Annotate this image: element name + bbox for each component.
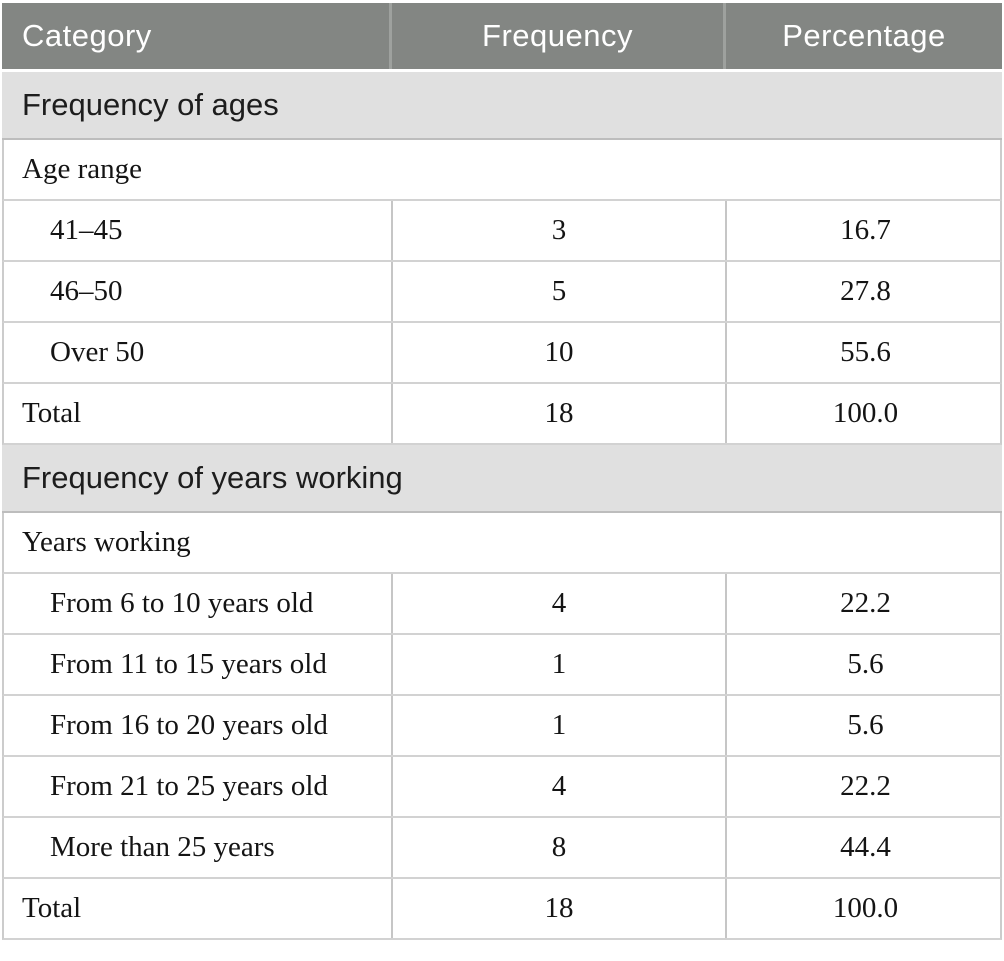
table-row-46-50: 46–50 5 27.8 — [2, 262, 1002, 323]
frequency-value: 1 — [391, 696, 725, 755]
table-row-6-to-10: From 6 to 10 years old 4 22.2 — [2, 574, 1002, 635]
total-label: Total — [22, 892, 82, 924]
table-row-over-50: Over 50 10 55.6 — [2, 323, 1002, 384]
percentage-value: 44.4 — [725, 818, 1004, 877]
frequency-value: 4 — [391, 757, 725, 816]
section-header-frequency-of-years-working: Frequency of years working — [2, 445, 1002, 513]
table-row-41-45: 41–45 3 16.7 — [2, 201, 1002, 262]
percentage-value: 5.6 — [725, 696, 1004, 755]
row-label: From 16 to 20 years old — [50, 709, 328, 741]
column-header-category: Category — [22, 18, 152, 53]
group-label: Age range — [22, 153, 142, 185]
frequency-value: 4 — [391, 574, 725, 633]
row-label: From 6 to 10 years old — [50, 587, 314, 619]
percentage-value: 5.6 — [725, 635, 1004, 694]
total-percentage-value: 100.0 — [725, 879, 1004, 938]
total-percentage-value: 100.0 — [725, 384, 1004, 443]
total-frequency-value: 18 — [391, 384, 725, 443]
frequency-table: Category Frequency Percentage Frequency … — [2, 3, 1002, 940]
table-header-row: Category Frequency Percentage — [2, 3, 1002, 69]
frequency-value: 10 — [391, 323, 725, 382]
frequency-value: 3 — [391, 201, 725, 260]
row-label: 46–50 — [50, 275, 123, 307]
frequency-value: 5 — [391, 262, 725, 321]
percentage-value: 16.7 — [725, 201, 1004, 260]
row-label: 41–45 — [50, 214, 123, 246]
percentage-value: 27.8 — [725, 262, 1004, 321]
row-label: From 11 to 15 years old — [50, 648, 327, 680]
group-label-row-age-range: Age range — [2, 140, 1002, 201]
table-row-16-to-20: From 16 to 20 years old 1 5.6 — [2, 696, 1002, 757]
total-row-years-working: Total 18 100.0 — [2, 879, 1002, 940]
percentage-value: 22.2 — [725, 757, 1004, 816]
total-label: Total — [22, 397, 82, 429]
frequency-value: 1 — [391, 635, 725, 694]
group-label: Years working — [22, 526, 191, 558]
section-header-frequency-of-ages: Frequency of ages — [2, 72, 1002, 140]
row-label: Over 50 — [50, 336, 145, 368]
frequency-value: 8 — [391, 818, 725, 877]
total-row-ages: Total 18 100.0 — [2, 384, 1002, 445]
table-row-11-to-15: From 11 to 15 years old 1 5.6 — [2, 635, 1002, 696]
table-row-more-than-25: More than 25 years 8 44.4 — [2, 818, 1002, 879]
percentage-value: 55.6 — [725, 323, 1004, 382]
row-label: More than 25 years — [50, 831, 275, 863]
group-label-row-years-working: Years working — [2, 513, 1002, 574]
table-row-21-to-25: From 21 to 25 years old 4 22.2 — [2, 757, 1002, 818]
total-frequency-value: 18 — [391, 879, 725, 938]
column-header-frequency: Frequency — [389, 3, 723, 69]
row-label: From 21 to 25 years old — [50, 770, 328, 802]
column-header-percentage: Percentage — [723, 3, 1002, 69]
percentage-value: 22.2 — [725, 574, 1004, 633]
